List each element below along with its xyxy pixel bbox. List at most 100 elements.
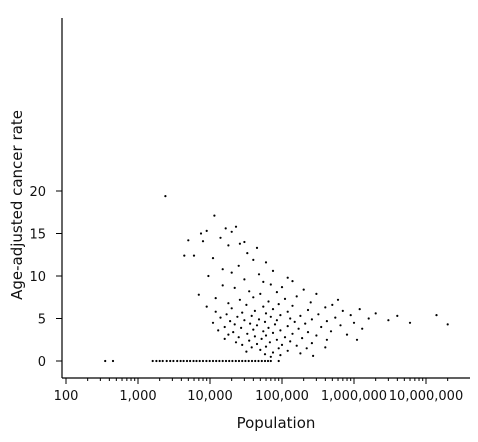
data-point — [341, 309, 344, 312]
data-point — [211, 359, 215, 363]
data-point — [299, 314, 302, 317]
data-point — [192, 359, 195, 363]
x-tick-label: 1,000 — [119, 389, 156, 404]
data-point — [264, 334, 268, 337]
data-point — [199, 232, 203, 235]
data-point — [238, 242, 241, 245]
x-axis-title: Population — [237, 414, 316, 432]
x-tick-label: 100 — [54, 389, 79, 404]
data-point — [257, 359, 260, 363]
data-point — [158, 359, 161, 363]
data-point — [205, 305, 208, 308]
data-point — [151, 359, 154, 363]
data-point — [267, 326, 270, 329]
data-point — [283, 336, 287, 339]
x-tick-label: 100,000 — [255, 389, 309, 404]
data-point — [232, 331, 235, 334]
x-axis-ticks: 100 1,000 10,000 100,000 1,000,000 10,000,000 — [54, 378, 463, 404]
data-point — [259, 292, 262, 295]
data-point — [213, 214, 216, 217]
x-tick-label: 10,000,000 — [389, 389, 463, 404]
data-point — [255, 324, 259, 327]
data-point — [279, 354, 282, 357]
data-point — [352, 321, 356, 324]
data-point — [295, 295, 298, 298]
data-point — [255, 246, 259, 249]
data-point — [187, 239, 190, 242]
data-point — [279, 329, 282, 332]
data-point — [291, 332, 294, 335]
data-point — [192, 254, 196, 257]
data-point — [169, 359, 172, 363]
data-point — [262, 280, 265, 283]
data-point — [257, 318, 261, 321]
data-point — [269, 315, 272, 318]
data-point — [248, 339, 251, 342]
data-point — [286, 349, 289, 352]
y-axis-ticks: 0 5 10 15 20 — [29, 185, 62, 370]
data-point — [263, 353, 267, 356]
data-point — [289, 340, 292, 343]
data-point — [221, 268, 224, 271]
data-point — [387, 319, 390, 322]
data-point — [218, 359, 221, 363]
data-point — [295, 344, 298, 347]
data-point — [233, 323, 236, 326]
data-point — [280, 343, 284, 346]
data-point — [259, 348, 262, 351]
data-point — [275, 291, 278, 294]
data-point — [435, 314, 438, 317]
data-point — [349, 314, 352, 317]
data-point — [223, 325, 226, 329]
data-point — [306, 331, 310, 334]
data-point — [250, 346, 253, 349]
data-point — [227, 333, 230, 336]
data-point — [315, 292, 318, 295]
data-point — [325, 320, 328, 323]
x-tick-label: 1,000,000 — [321, 389, 387, 404]
data-point — [396, 314, 399, 317]
data-point — [219, 316, 222, 319]
data-point — [238, 298, 241, 301]
data-point — [243, 240, 246, 244]
data-points — [104, 195, 449, 363]
data-point — [309, 301, 312, 304]
data-point — [214, 310, 217, 313]
data-point — [217, 329, 220, 332]
data-point — [183, 254, 186, 257]
data-point — [179, 359, 182, 363]
data-point — [306, 308, 310, 312]
data-point — [230, 271, 233, 274]
data-point — [211, 321, 215, 324]
data-point — [275, 338, 278, 341]
data-point — [283, 297, 287, 300]
data-point — [246, 252, 249, 255]
y-axis-title: Age-adjusted cancer rate — [8, 110, 26, 300]
data-point — [279, 314, 282, 317]
data-point — [247, 359, 250, 363]
data-point — [262, 330, 265, 333]
data-point — [229, 320, 232, 323]
data-point — [302, 288, 305, 291]
data-point — [230, 230, 233, 233]
data-point — [237, 359, 241, 363]
data-point — [230, 307, 233, 310]
data-point — [221, 359, 224, 363]
data-point — [250, 359, 254, 363]
data-point — [223, 337, 226, 340]
data-point — [260, 359, 263, 363]
data-point — [361, 327, 364, 330]
data-point — [264, 261, 268, 264]
data-point — [164, 195, 167, 198]
data-point — [211, 257, 215, 260]
data-point — [257, 273, 261, 276]
data-point — [310, 318, 313, 321]
data-point — [301, 337, 304, 340]
data-point — [249, 322, 252, 325]
data-point — [271, 269, 275, 272]
data-point — [228, 359, 231, 363]
data-point — [214, 297, 217, 300]
data-point — [273, 323, 277, 326]
data-point — [267, 300, 270, 303]
